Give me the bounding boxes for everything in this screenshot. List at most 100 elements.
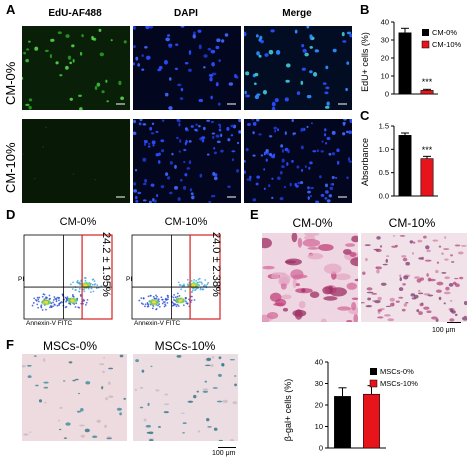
stained-cell <box>435 269 439 274</box>
event-dot <box>204 279 207 281</box>
cell-nucleus <box>175 43 179 46</box>
event-dot <box>152 305 155 307</box>
cell-nucleus <box>343 119 347 121</box>
stained-cell <box>438 296 442 301</box>
cell-nucleus <box>312 150 317 153</box>
cell-nucleus <box>71 44 75 48</box>
event-dot <box>155 308 158 310</box>
cell-nucleus <box>98 28 102 32</box>
stained-cell <box>444 258 449 261</box>
cell-nucleus <box>265 149 269 153</box>
cell-nucleus <box>216 38 221 43</box>
event-dot <box>72 281 74 284</box>
event-dot <box>50 305 52 307</box>
event-dot <box>71 293 74 296</box>
stained-cell <box>234 375 237 377</box>
micrograph-dapi-cm0 <box>133 26 241 110</box>
event-dot <box>149 294 152 297</box>
stained-cell <box>193 394 197 399</box>
cell-nucleus <box>260 39 264 44</box>
cell-nucleus <box>177 197 181 201</box>
cell-nucleus <box>328 152 332 156</box>
stained-cell <box>119 354 124 358</box>
cell-nucleus <box>143 142 147 146</box>
stained-cell <box>398 287 404 292</box>
stained-cell <box>389 302 395 307</box>
event-dot <box>158 305 161 308</box>
cell-nucleus <box>322 82 327 85</box>
stained-cell <box>417 239 423 243</box>
stained-cell <box>266 312 279 320</box>
event-dot <box>87 287 90 290</box>
cell-nucleus <box>137 63 141 67</box>
cell-nucleus <box>244 160 246 163</box>
micrograph-background <box>22 26 130 110</box>
event-dot <box>144 303 147 306</box>
cell-nucleus <box>306 26 310 29</box>
cell-nucleus <box>195 123 198 126</box>
stained-cell <box>402 283 406 286</box>
stained-cell <box>398 296 404 299</box>
stained-cell <box>99 363 105 366</box>
cell-nucleus <box>289 182 292 187</box>
stained-cell <box>385 305 392 307</box>
cell-nucleus <box>324 128 327 132</box>
stained-cell <box>76 410 82 413</box>
stained-cell <box>419 302 424 307</box>
stained-cell <box>323 263 342 275</box>
event-dot <box>43 293 46 296</box>
cell-nucleus <box>319 175 322 179</box>
stained-cell <box>85 381 91 385</box>
stained-cell <box>59 406 63 409</box>
cell-nucleus <box>274 98 279 103</box>
event-dot <box>207 281 210 284</box>
stained-cell <box>365 305 373 308</box>
event-dot <box>38 296 41 299</box>
cell-nucleus <box>133 182 137 186</box>
event-dot <box>94 283 97 285</box>
stained-cell <box>58 419 61 422</box>
stained-cell <box>295 283 300 287</box>
micrograph-edu-cm10 <box>22 119 130 203</box>
cell-nucleus <box>188 68 192 72</box>
event-dot <box>167 296 169 299</box>
event-dot <box>206 283 209 286</box>
event-dot <box>91 283 94 286</box>
cell-nucleus <box>263 187 266 191</box>
stained-cell <box>318 243 334 251</box>
stained-cell <box>176 354 182 358</box>
cell-nucleus <box>271 196 274 200</box>
cell-nucleus <box>334 176 338 179</box>
cell-nucleus <box>245 71 250 76</box>
stained-cell <box>463 315 467 318</box>
y-tick-label: 10 <box>315 422 323 431</box>
cell-nucleus <box>157 160 161 164</box>
chart-f: 0 10 20 30 40 β-gal+ cells (%) MSCs-0% MSCs-… <box>283 358 418 453</box>
cell-nucleus <box>307 186 310 190</box>
cell-nucleus <box>94 85 98 91</box>
cell-nucleus <box>180 87 184 92</box>
event-dot <box>186 283 189 286</box>
stained-cell <box>428 278 436 282</box>
density-peak <box>191 284 196 287</box>
cell-nucleus <box>309 36 313 40</box>
event-dot <box>75 302 78 305</box>
cell-nucleus <box>302 48 307 53</box>
event-dot <box>48 294 51 297</box>
event-dot <box>174 303 177 306</box>
stained-cell <box>158 425 161 429</box>
event-dot <box>34 299 37 301</box>
histology-he-cm0 <box>262 233 358 322</box>
cell-nucleus <box>211 194 216 197</box>
cell-nucleus <box>285 79 290 83</box>
cell-nucleus <box>91 37 95 41</box>
panel-label-b: B <box>360 2 370 17</box>
stained-cell <box>405 261 410 266</box>
cell-nucleus <box>273 153 276 157</box>
event-dot <box>173 293 176 296</box>
histology-he-cm10 <box>361 233 467 322</box>
stained-cell <box>181 412 185 415</box>
event-dot <box>49 297 51 300</box>
cell-nucleus <box>307 190 311 194</box>
stained-cell <box>27 364 32 367</box>
